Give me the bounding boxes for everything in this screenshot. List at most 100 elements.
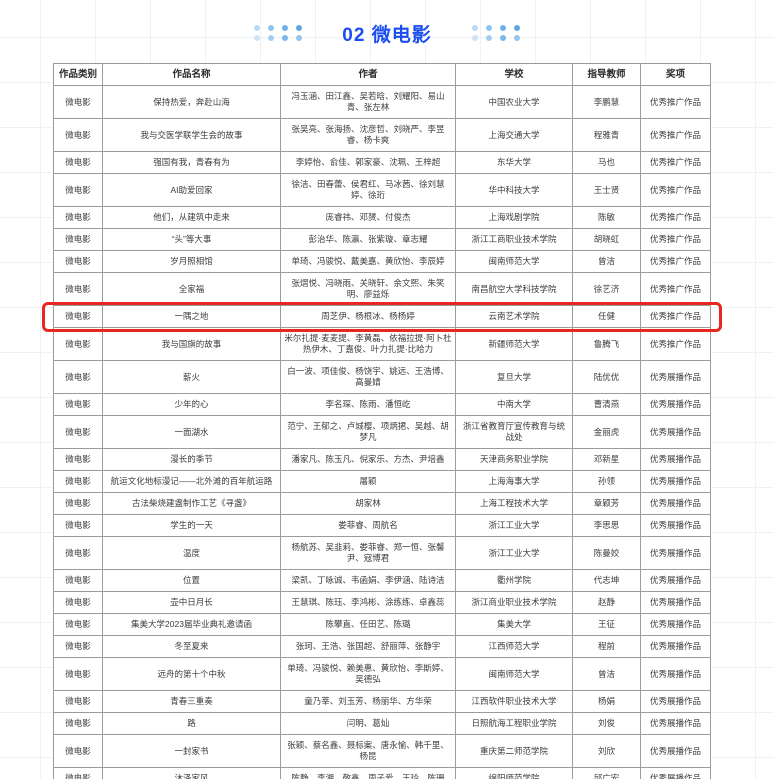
- cell-title: 他们，从建筑中走来: [102, 206, 281, 229]
- column-header: 指导教师: [572, 63, 641, 86]
- table-row: 微电影 岁月照相馆 单琦、冯骏悦、戴美嘉、黄欣怡、李辰婷 闽南师范大学 曾洁 优秀推广作品: [53, 250, 711, 273]
- cell-title: 一隅之地: [102, 305, 281, 328]
- cell-title: “头”等大事: [102, 228, 281, 251]
- cell-title: 古法柴烧建盏制作工艺《寻盏》: [102, 492, 281, 515]
- table-row: 微电影 沐泽家风 陈静、李湘、敬鑫、周子爱、王玲、陈珊 绵阳师范学院 邱广宏 优秀展播作品: [53, 767, 711, 779]
- cell-title: 壶中日月长: [102, 591, 281, 614]
- cell-authors: 王慧琪、陈珏、李鸿彬、涂练练、卓鑫蕊: [280, 591, 456, 614]
- cell-school: 浙江商业职业技术学院: [455, 591, 573, 614]
- cell-award: 优秀推广作品: [640, 173, 711, 207]
- decor-dot: [268, 25, 275, 31]
- table-row: 微电影 AI助爱回家 徐洁、田春蕾、侯君红、马冰茜、徐刘慧婷、徐珩 华中科技大学 王士贤…: [53, 173, 711, 207]
- cell-school: 中国农业大学: [455, 85, 573, 119]
- cell-authors: 杨航苏、吴韭莉、娄菲睿、郑一恒、张馨尹、寇博君: [280, 536, 456, 570]
- cell-authors: 张珂、王浩、张国超、舒丽萍、张静宇: [280, 635, 456, 658]
- cell-title: 一面湖水: [102, 415, 281, 449]
- cell-title: 温度: [102, 536, 281, 570]
- awards-table: 作品类别 作品名称 作者 学校 指导教师 奖项 微电影 保持热爱，奔赴山海 冯玉涵、田江鑫、吴…: [53, 63, 711, 779]
- table-row: 微电影 我与国旗的故事 米尔扎提·麦麦提、李黄磊、依福拉提·阿卜杜热伊木、丁嘉俊、叶…: [53, 327, 711, 361]
- cell-instructor: 曾洁: [572, 250, 641, 273]
- cell-award: 优秀展播作品: [640, 569, 711, 592]
- cell-title: AI助爱回家: [102, 173, 281, 207]
- decor-dot: [485, 25, 492, 31]
- cell-authors: 张颖、蔡名鑫、聂标案、唐永愉、韩千里、杨昆: [280, 734, 456, 768]
- cell-category: 微电影: [53, 151, 103, 174]
- decor-dot: [499, 25, 506, 31]
- cell-category: 微电影: [53, 734, 103, 768]
- cell-school: 上海交通大学: [455, 118, 573, 152]
- table-row: 微电影 航运文化地标漫记——北外滩的百年航运路 屠颖 上海海事大学 孙领 优秀展播作品: [53, 470, 711, 493]
- table-row: 微电影路闫明、葛灿 日照航海工程职业学院 刘俊 优秀展播作品: [53, 712, 711, 735]
- decor-dot: [282, 35, 289, 41]
- table-row: 微电影 壶中日月长 王慧琪、陈珏、李鸿彬、涂练练、卓鑫蕊 浙江商业职业技术学院 赵静 优秀…: [53, 591, 711, 614]
- cell-category: 微电影: [53, 360, 103, 394]
- cell-award: 优秀展播作品: [640, 734, 711, 768]
- cell-authors: 胡家林: [280, 492, 456, 515]
- table-row: 微电影 青春三重奏 童乃莘、刘玉芳、杨丽华、方华荣 江西软件职业技术大学 杨娟 优秀展播作…: [53, 690, 711, 713]
- cell-category: 微电影: [53, 228, 103, 251]
- cell-award: 优秀展播作品: [640, 514, 711, 537]
- decor-dot: [254, 25, 261, 31]
- cell-school: 上海工程技术大学: [455, 492, 573, 515]
- cell-school: 天津商务职业学院: [455, 448, 573, 471]
- cell-authors: 屠颖: [280, 470, 456, 493]
- cell-authors: 李名琛、陈雨、潘恒屹: [280, 393, 456, 416]
- cell-instructor: 刘欣: [572, 734, 641, 768]
- table-row: 微电影 冬至夏来 张珂、王浩、张国超、舒丽萍、张静宇 江西师范大学 程前 优秀展播作品: [53, 635, 711, 658]
- cell-award: 优秀展播作品: [640, 690, 711, 713]
- decor-dot: [471, 25, 478, 31]
- cell-authors: 彭治华、陈瀛、张紫璇、章志耀: [280, 228, 456, 251]
- cell-instructor: 陈曼姣: [572, 536, 641, 570]
- cell-title: 航运文化地标漫记——北外滩的百年航运路: [102, 470, 281, 493]
- cell-title: 位置: [102, 569, 281, 592]
- cell-school: 中南大学: [455, 393, 573, 416]
- decor-dot: [499, 35, 506, 41]
- decor-dot: [471, 35, 478, 41]
- cell-instructor: 代志坤: [572, 569, 641, 592]
- cell-title: 岁月照相馆: [102, 250, 281, 273]
- cell-category: 微电影: [53, 118, 103, 152]
- cell-authors: 娄菲睿、周航名: [280, 514, 456, 537]
- cell-authors: 梁凯、丁咏诚、韦函娟、李伊涵、陆诗洁: [280, 569, 456, 592]
- cell-school: 浙江工业大学: [455, 514, 573, 537]
- cell-school: 浙江工业大学: [455, 536, 573, 570]
- cell-award: 优秀展播作品: [640, 712, 711, 735]
- cell-instructor: 金丽虎: [572, 415, 641, 449]
- cell-category: 微电影: [53, 613, 103, 636]
- cell-instructor: 杨娟: [572, 690, 641, 713]
- column-header: 奖项: [640, 63, 711, 86]
- decor-dot: [282, 25, 289, 31]
- cell-instructor: 章颖芳: [572, 492, 641, 515]
- cell-award: 优秀推广作品: [640, 250, 711, 273]
- cell-category: 微电影: [53, 173, 103, 207]
- cell-category: 微电影: [53, 470, 103, 493]
- table-row: 微电影 保持热爱，奔赴山海 冯玉涵、田江鑫、吴若晗、刘耀阳、易山青、张左林 中国农业大…: [53, 85, 711, 119]
- cell-title: 我与交医学联学生会的故事: [102, 118, 281, 152]
- table-row: 微电影 温度 杨航苏、吴韭莉、娄菲睿、郑一恒、张馨尹、寇博君 浙江工业大学 陈曼姣 优秀展…: [53, 536, 711, 570]
- column-header: 作者: [280, 63, 456, 86]
- cell-instructor: 程雅青: [572, 118, 641, 152]
- cell-authors: 米尔扎提·麦麦提、李黄磊、依福拉提·阿卜杜热伊木、丁嘉俊、叶力扎提·比哈力: [280, 327, 456, 361]
- column-header: 学校: [455, 63, 573, 86]
- table-row: 微电影 学生的一天 娄菲睿、周航名 浙江工业大学 李思思 优秀展播作品: [53, 514, 711, 537]
- cell-award: 优秀展播作品: [640, 591, 711, 614]
- table-row: 微电影 他们，从建筑中走来 庞睿祎、邓赟、付俊杰 上海戏剧学院 陈敏 优秀推广作品: [53, 206, 711, 229]
- cell-category: 微电影: [53, 514, 103, 537]
- decor-dot: [513, 35, 520, 41]
- cell-school: 集美大学: [455, 613, 573, 636]
- table-row: 微电影 古法柴烧建盏制作工艺《寻盏》 胡家林 上海工程技术大学 章颖芳 优秀展播作品: [53, 492, 711, 515]
- decor-dot: [296, 25, 303, 31]
- cell-category: 微电影: [53, 536, 103, 570]
- cell-authors: 庞睿祎、邓赟、付俊杰: [280, 206, 456, 229]
- cell-category: 微电影: [53, 591, 103, 614]
- cell-title: 沐泽家风: [102, 767, 281, 779]
- cell-school: 闽南师范大学: [455, 250, 573, 273]
- cell-authors: 张吴亮、张海扬、沈彦哲、刘晓严、李昱睿、杨卡爽: [280, 118, 456, 152]
- cell-authors: 冯玉涵、田江鑫、吴若晗、刘耀阳、易山青、张左林: [280, 85, 456, 119]
- cell-award: 优秀推广作品: [640, 305, 711, 328]
- decor-dot: [513, 25, 520, 31]
- cell-instructor: 孙领: [572, 470, 641, 493]
- column-header: 作品类别: [53, 63, 103, 86]
- table-row: 微电影 少年的心 李名琛、陈雨、潘恒屹 中南大学 曹清燕 优秀展播作品: [53, 393, 711, 416]
- cell-school: 东华大学: [455, 151, 573, 174]
